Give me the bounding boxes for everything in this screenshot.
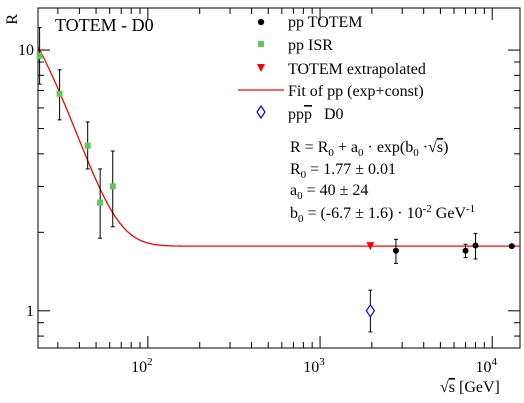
x-axis-label-unit: [GeV] — [455, 379, 500, 396]
point-pp-isr — [109, 183, 116, 190]
legend-marker-totem-extrapolated — [257, 64, 265, 72]
plot-frame — [37, 7, 521, 349]
x-axis-label: √s [GeV] — [440, 379, 500, 396]
fit-a0: a0 = 40 ± 24 — [290, 182, 368, 202]
legend-label-pp-isr: pp ISR — [288, 37, 333, 54]
data-points — [36, 27, 515, 333]
legend-label-totem-extrapolated: TOTEM extrapolated — [288, 61, 426, 78]
point-pp-isr — [56, 90, 63, 97]
x-tick-label: 103 — [303, 356, 325, 376]
point-pp-isr — [84, 142, 91, 149]
fit-b0: b0 = (-6.7 ± 1.6) · 10-2 GeV-1 — [290, 203, 475, 225]
y-tick-label: 10 — [18, 42, 34, 59]
fit-r0: R0 = 1.77 ± 0.01 — [290, 161, 396, 181]
point-pp-totem — [462, 247, 469, 254]
panel-label: TOTEM - D0 — [55, 15, 154, 35]
legend-label-pp-totem: pp TOTEM — [288, 14, 363, 31]
legend-label-d0: ppp D0 — [288, 106, 344, 123]
fit-formula: R = R0 + a0 · exp(b0 ·√s) — [290, 139, 448, 159]
point-d0 — [365, 303, 376, 318]
point-pp-totem — [472, 242, 479, 249]
x-tick-label: 104 — [475, 356, 497, 376]
point-totem-extrapolated — [366, 242, 375, 251]
legend-marker-d0 — [256, 104, 266, 120]
x-axis-label-var: s — [449, 379, 455, 396]
fit-curve-group — [37, 46, 520, 247]
sqrt-sign: √ — [440, 379, 449, 396]
legend-label-fit: Fit of pp (exp+const) — [288, 83, 424, 100]
axis-ticks — [38, 8, 520, 348]
legend: pp TOTEM pp ISR TOTEM extrapolated Fit o… — [238, 14, 426, 123]
point-pp-totem — [392, 247, 399, 254]
fit-curve — [37, 46, 520, 247]
legend-marker-pp-isr — [258, 41, 264, 47]
x-tick-label: 102 — [131, 356, 153, 376]
point-pp-totem — [508, 243, 515, 250]
svg-text:√s [GeV]: √s [GeV] — [440, 379, 500, 396]
fit-annotation: R = R0 + a0 · exp(b0 ·√s) R0 = 1.77 ± 0.… — [290, 139, 475, 225]
point-pp-isr — [97, 199, 104, 206]
axis-tick-labels: 102 103 104 1 10 — [18, 42, 497, 376]
point-pp-isr — [36, 52, 43, 59]
y-axis-label: R — [4, 14, 21, 25]
legend-marker-pp-totem — [257, 18, 265, 26]
y-tick-label: 1 — [26, 303, 34, 320]
